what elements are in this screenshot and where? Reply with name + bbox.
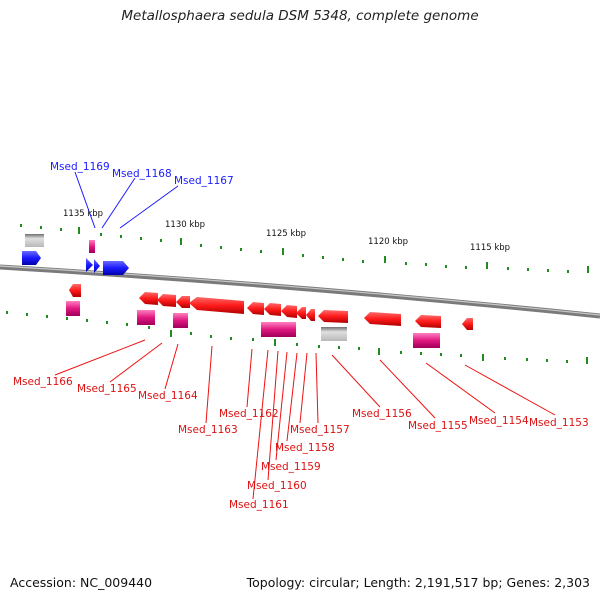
map-title: Metallosphaera sedula DSM 5348, complete…	[121, 8, 479, 24]
gene-label-msed-1156[interactable]: Msed_1156	[352, 408, 412, 420]
gene-label-msed-1157[interactable]: Msed_1157	[290, 424, 350, 436]
gene-label-msed-1169[interactable]: Msed_1169	[50, 161, 110, 173]
gene-red-arrow[interactable]	[247, 302, 264, 315]
gene-label-msed-1164[interactable]: Msed_1164	[138, 390, 198, 402]
gene-red-arrow[interactable]	[364, 312, 401, 326]
gene-red-arrow[interactable]	[462, 318, 473, 330]
gene-red-arrow[interactable]	[415, 315, 441, 328]
outer-tick-row	[20, 224, 589, 273]
pseudo-gene-block[interactable]	[321, 327, 347, 341]
rna-gene-block[interactable]	[66, 301, 80, 316]
genome-stats-label: Topology: circular; Length: 2,191,517 bp…	[246, 575, 590, 590]
gene-label-msed-1167[interactable]: Msed_1167	[174, 175, 234, 187]
gene-label-msed-1153[interactable]: Msed_1153	[529, 417, 589, 429]
gene-red-arrow[interactable]	[189, 297, 244, 314]
gene-red-arrow[interactable]	[306, 309, 315, 321]
scale-label-1130: 1130 kbp	[165, 220, 205, 230]
gene-red-arrow[interactable]	[139, 292, 158, 305]
genome-backbone	[0, 264, 600, 319]
gene-label-msed-1159[interactable]: Msed_1159	[261, 461, 321, 473]
gene-blue-arrow[interactable]	[22, 251, 41, 265]
scale-label-1115: 1115 kbp	[470, 243, 510, 253]
gene-label-msed-1154[interactable]: Msed_1154	[469, 415, 529, 427]
gene-blue-arrow[interactable]	[94, 259, 100, 273]
scale-label-1135: 1135 kbp	[63, 209, 103, 219]
scale-label-1125: 1125 kbp	[266, 229, 306, 239]
rna-gene-block[interactable]	[413, 333, 440, 348]
gene-label-msed-1161[interactable]: Msed_1161	[229, 499, 289, 511]
gene-red-arrow[interactable]	[318, 310, 348, 323]
gene-label-msed-1162[interactable]: Msed_1162	[219, 408, 279, 420]
reverse-leader-lines	[54, 339, 556, 500]
gene-red-arrow[interactable]	[69, 284, 81, 297]
forward-strand-genes	[22, 234, 129, 275]
gene-blue-arrow[interactable]	[86, 258, 93, 272]
gene-red-arrow[interactable]	[296, 307, 306, 319]
rna-gene-block[interactable]	[173, 313, 188, 328]
pseudo-gene-block[interactable]	[25, 234, 44, 247]
gene-red-arrow[interactable]	[281, 305, 297, 318]
gene-red-arrow[interactable]	[157, 294, 176, 307]
inner-tick-row	[6, 311, 588, 364]
gene-label-msed-1160[interactable]: Msed_1160	[247, 480, 307, 492]
gene-label-msed-1155[interactable]: Msed_1155	[408, 420, 468, 432]
rna-gene-block[interactable]	[89, 240, 95, 253]
gene-label-msed-1166[interactable]: Msed_1166	[13, 376, 73, 388]
accession-label: Accession: NC_009440	[10, 575, 153, 590]
gene-label-msed-1158[interactable]: Msed_1158	[275, 442, 335, 454]
gene-red-arrow[interactable]	[264, 303, 281, 316]
scale-label-1120: 1120 kbp	[368, 237, 408, 247]
gene-label-msed-1163[interactable]: Msed_1163	[178, 424, 238, 436]
gene-blue-arrow[interactable]	[103, 261, 129, 275]
gene-red-arrow[interactable]	[176, 296, 190, 308]
gene-label-msed-1168[interactable]: Msed_1168	[112, 168, 172, 180]
gene-label-msed-1165[interactable]: Msed_1165	[77, 383, 137, 395]
rna-gene-block[interactable]	[137, 310, 155, 325]
reverse-strand-genes	[66, 284, 473, 348]
forward-leader-lines	[74, 171, 179, 229]
rna-gene-block[interactable]	[261, 322, 296, 337]
